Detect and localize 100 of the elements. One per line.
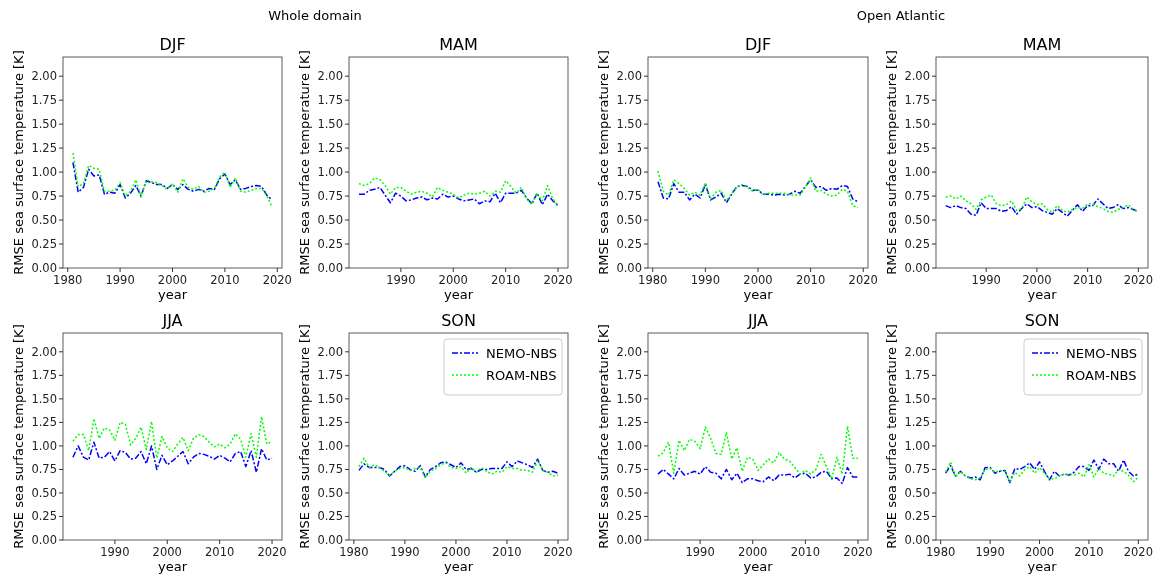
y-tick-label: 1.00	[616, 165, 642, 180]
legend-label: ROAM-NBS	[1066, 368, 1137, 383]
y-tick-label: 1.25	[31, 415, 57, 430]
y-tick-label: 2.00	[616, 344, 642, 359]
y-tick-label: 1.75	[31, 368, 57, 383]
y-tick-label: 0.75	[31, 189, 57, 204]
line-series	[657, 170, 859, 209]
chart-title: DJF	[744, 35, 772, 54]
x-tick-label: 2020	[543, 545, 573, 559]
x-tick-label: 2010	[1074, 545, 1104, 559]
y-tick-label: 0.75	[904, 462, 930, 477]
y-tick-label: 1.75	[904, 93, 930, 108]
x-tick-label: 2020	[843, 545, 873, 559]
y-tick-label: 2.00	[616, 69, 642, 84]
y-tick-label: 0.75	[317, 189, 343, 204]
x-tick-label: 2020	[1123, 273, 1153, 287]
line-series	[657, 425, 859, 480]
y-tick-label: 0.50	[904, 485, 930, 500]
y-tick-label: 0.50	[616, 485, 642, 500]
y-tick-label: 0.00	[31, 261, 57, 275]
y-axis-title: RMSE sea surface temperature [K]	[884, 50, 899, 275]
x-tick-label: 1990	[975, 545, 1005, 559]
y-tick-label: 0.50	[31, 485, 57, 500]
y-axis-title: RMSE sea surface temperature [K]	[596, 324, 611, 549]
y-tick-label: 0.00	[904, 261, 930, 275]
x-tick-label: 1990	[105, 273, 135, 287]
x-axis-title: year	[157, 559, 188, 574]
y-tick-label: 1.75	[31, 93, 57, 108]
line-series	[72, 161, 273, 201]
y-tick-label: 1.75	[904, 368, 930, 383]
x-tick-label: 2000	[1024, 545, 1055, 559]
x-tick-label: 2010	[491, 273, 521, 287]
y-tick-label: 0.00	[31, 533, 57, 547]
y-tick-label: 1.50	[616, 117, 642, 132]
x-tick-label: 2010	[1073, 273, 1103, 287]
y-tick-label: 0.75	[31, 462, 57, 477]
y-tick-label: 2.00	[904, 69, 930, 84]
y-tick-label: 0.25	[904, 237, 930, 252]
y-tick-label: 0.25	[904, 509, 930, 524]
x-axis-title: year	[443, 287, 474, 302]
x-tick-label: 2020	[1123, 545, 1153, 559]
x-tick-label: 2010	[790, 545, 821, 559]
y-tick-label: 1.75	[616, 368, 642, 383]
y-axis-title: RMSE sea surface temperature [K]	[884, 324, 899, 549]
y-tick-label: 1.25	[904, 415, 930, 430]
y-tick-label: 1.00	[31, 165, 57, 180]
y-tick-label: 1.00	[317, 165, 343, 180]
x-tick-label: 1980	[926, 545, 956, 559]
y-tick-label: 0.25	[31, 509, 57, 524]
y-tick-label: 0.75	[616, 462, 642, 477]
text: Whole domain	[268, 8, 362, 23]
y-tick-label: 1.25	[317, 141, 343, 156]
legend-label: NEMO-NBS	[486, 346, 558, 361]
chart-title: SON	[441, 311, 476, 330]
y-tick-label: 1.00	[904, 438, 930, 453]
x-tick-label: 1990	[685, 545, 715, 559]
y-tick-label: 0.25	[31, 237, 57, 252]
x-tick-label: 2000	[441, 545, 471, 559]
y-tick-label: 1.00	[904, 165, 930, 180]
y-tick-label: 2.00	[31, 344, 57, 359]
y-tick-label: 1.75	[317, 93, 343, 108]
y-tick-label: 0.00	[616, 533, 642, 547]
y-axis-title: RMSE sea surface temperature [K]	[297, 50, 312, 275]
x-tick-label: 2000	[438, 273, 468, 287]
x-tick-label: 2010	[210, 273, 240, 287]
y-tick-label: 0.50	[317, 485, 343, 500]
y-axis-title: RMSE sea surface temperature [K]	[297, 324, 312, 549]
x-tick-label: 2000	[738, 545, 768, 559]
y-tick-label: 1.75	[317, 368, 343, 383]
legend-label: ROAM-NBS	[486, 368, 557, 383]
legend-label: NEMO-NBS	[1066, 346, 1138, 361]
y-tick-label: 1.50	[904, 117, 930, 132]
y-tick-label: 0.50	[616, 213, 642, 228]
y-tick-label: 2.00	[317, 344, 343, 359]
y-tick-label: 1.50	[31, 117, 57, 132]
text: Open Atlantic	[856, 8, 946, 23]
x-tick-label: 1980	[53, 273, 83, 287]
line-series	[358, 186, 559, 207]
x-axis-title: year	[743, 559, 774, 574]
x-tick-label: 1980	[638, 273, 668, 287]
y-tick-label: 2.00	[904, 344, 930, 359]
chart-title: SON	[1024, 311, 1060, 330]
y-tick-label: 0.00	[904, 533, 930, 547]
y-tick-label: 0.00	[616, 261, 642, 275]
x-tick-label: 1990	[390, 545, 420, 559]
y-tick-label: 1.50	[317, 117, 343, 132]
y-tick-label: 0.25	[317, 237, 343, 252]
y-tick-label: 1.25	[616, 141, 642, 156]
x-tick-label: 2010	[492, 545, 522, 559]
chart-title: DJF	[159, 35, 186, 54]
line-series	[657, 179, 859, 204]
y-axis-title: RMSE sea surface temperature [K]	[596, 50, 611, 275]
y-tick-label: 0.25	[616, 509, 642, 524]
x-tick-label: 2010	[205, 545, 235, 559]
line-series	[657, 465, 859, 485]
y-tick-label: 0.00	[317, 533, 343, 547]
y-tick-label: 0.25	[317, 509, 343, 524]
x-tick-label: 2000	[152, 545, 182, 559]
y-tick-label: 0.75	[616, 189, 642, 204]
chart-title: JJA	[746, 311, 769, 330]
